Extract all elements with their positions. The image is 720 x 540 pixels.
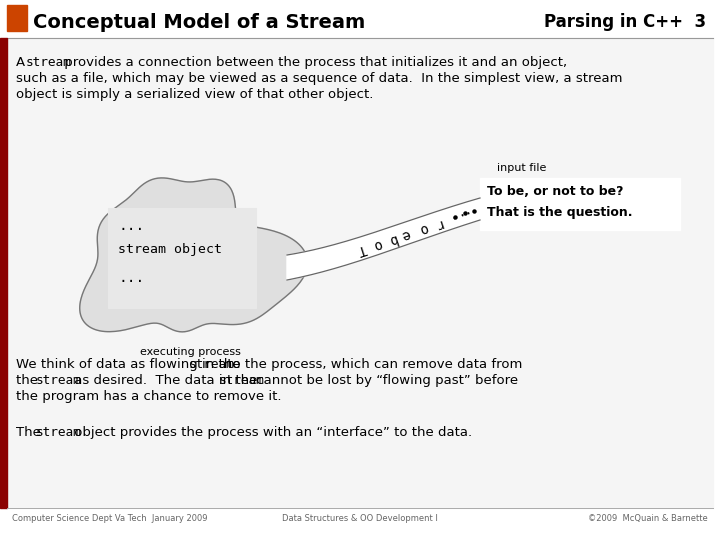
- Text: o: o: [417, 220, 430, 237]
- Text: r: r: [431, 216, 444, 232]
- Text: to the process, which can remove data from: to the process, which can remove data fr…: [223, 358, 523, 371]
- Text: stream: stream: [189, 358, 235, 371]
- Text: Computer Science Dept Va Tech  January 2009: Computer Science Dept Va Tech January 20…: [12, 514, 207, 523]
- Text: The: The: [16, 426, 45, 439]
- Text: stream: stream: [36, 374, 81, 387]
- Text: executing process: executing process: [140, 347, 241, 357]
- Text: We think of data as flowing in the: We think of data as flowing in the: [16, 358, 245, 371]
- Text: as desired.  The data in the: as desired. The data in the: [70, 374, 261, 387]
- Text: .: .: [451, 209, 464, 225]
- Text: o: o: [371, 237, 383, 252]
- Bar: [0, 38, 7, 508]
- Text: input file: input file: [497, 163, 546, 173]
- Text: That is the question.: That is the question.: [487, 206, 632, 219]
- Text: stream: stream: [26, 56, 71, 69]
- Text: the program has a chance to remove it.: the program has a chance to remove it.: [16, 390, 282, 403]
- Text: A: A: [16, 56, 30, 69]
- Text: object provides the process with an “interface” to the data.: object provides the process with an “int…: [70, 426, 472, 439]
- Text: .: .: [457, 207, 469, 223]
- Text: stream: stream: [218, 374, 264, 387]
- Text: e: e: [400, 226, 412, 242]
- Text: b: b: [386, 231, 399, 247]
- Text: provides a connection between the process that initializes it and an object,: provides a connection between the proces…: [60, 56, 567, 69]
- Text: stream: stream: [36, 426, 81, 439]
- Polygon shape: [287, 198, 480, 280]
- Text: Data Structures & OO Development I: Data Structures & OO Development I: [282, 514, 438, 523]
- Bar: [7, 5, 27, 31]
- Bar: [7, 38, 713, 508]
- Text: .: .: [443, 212, 455, 228]
- Text: such as a file, which may be viewed as a sequence of data.  In the simplest view: such as a file, which may be viewed as a…: [16, 72, 623, 85]
- Bar: [108, 208, 256, 308]
- Text: ©2009  McQuain & Barnette: ©2009 McQuain & Barnette: [588, 514, 708, 523]
- Text: object is simply a serialized view of that other object.: object is simply a serialized view of th…: [16, 88, 374, 101]
- Text: cannot be lost by “flowing past” before: cannot be lost by “flowing past” before: [253, 374, 518, 387]
- Text: ...: ...: [118, 270, 144, 285]
- Text: the: the: [16, 374, 42, 387]
- Text: Conceptual Model of a Stream: Conceptual Model of a Stream: [33, 12, 365, 31]
- Polygon shape: [80, 178, 307, 332]
- Text: ...: ...: [118, 218, 144, 233]
- Text: To be, or not to be?: To be, or not to be?: [487, 185, 624, 198]
- Bar: [480, 178, 680, 230]
- Text: Parsing in C++  3: Parsing in C++ 3: [544, 13, 706, 31]
- Text: stream object: stream object: [118, 243, 222, 256]
- Text: T: T: [356, 241, 368, 257]
